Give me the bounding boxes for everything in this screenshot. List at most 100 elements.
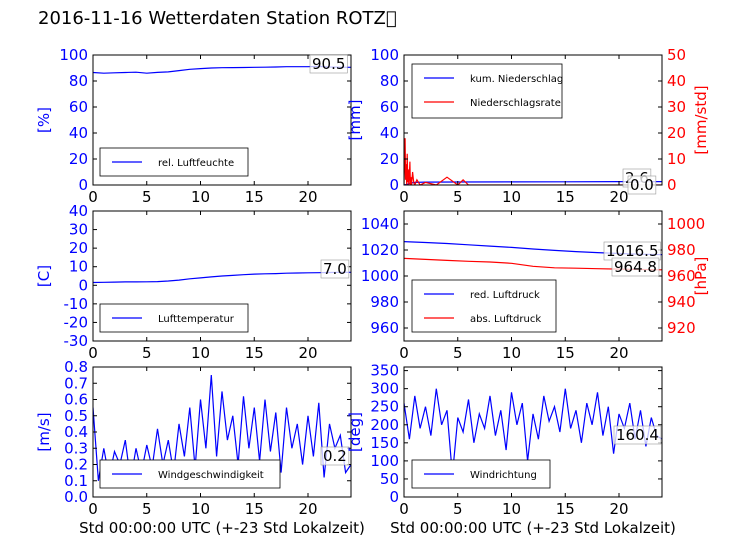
y-tick-label: 40 (380, 124, 399, 142)
y-tick-label: 300 (370, 380, 399, 398)
x-tick-label: 5 (453, 188, 463, 206)
legend-label: Lufttemperatur (158, 314, 235, 325)
y-tick-label: -10 (64, 295, 89, 313)
y-axis-label: [%] (35, 107, 53, 133)
y-axis-label: [deg] (346, 412, 364, 452)
y-tick-label: 100 (370, 452, 399, 470)
y-tick-label: 0 (78, 176, 88, 194)
x-axis-label: Std 00:00:00 UTC (+-23 Std Lokalzeit) (79, 519, 365, 537)
legend-label: Niederschlagsrate (470, 98, 561, 109)
y-tick-label: 980 (370, 293, 399, 311)
x-tick-label: 10 (191, 188, 210, 206)
series-line-temperature-0 (93, 271, 351, 284)
y2-tick-label: 920 (667, 319, 696, 337)
y2-tick-label: 30 (667, 98, 686, 116)
panel-humidity: 0 5 10 15 20 0 20 40 60 80 100 [%] rel. Luftfeuchte 9… (35, 46, 352, 206)
y2-tick-label: 1000 (667, 215, 705, 233)
x-tick-label: 0 (399, 344, 409, 362)
x-tick-label: 20 (609, 500, 628, 518)
x-tick-label: 15 (556, 500, 575, 518)
panel-temperature: 0 5 10 15 20-30-20-10010203040[C]Lufttempera… (35, 202, 352, 362)
x-tick-label: 15 (245, 344, 264, 362)
x-tick-label: 5 (142, 500, 152, 518)
y-tick-label: 60 (380, 98, 399, 116)
y-tick-label: 350 (370, 362, 399, 380)
y-tick-label: 0 (389, 488, 399, 506)
y-tick-label: 0.2 (64, 456, 88, 474)
x-tick-label: 20 (609, 344, 628, 362)
series-line-winddir-0 (404, 388, 662, 476)
legend-label: red. Luftdruck (470, 290, 540, 301)
y-tick-label: 200 (370, 416, 399, 434)
value-annotation: 160.4 (616, 426, 659, 444)
x-tick-label: 0 (88, 344, 98, 362)
legend-label: abs. Luftdruck (470, 314, 541, 325)
y-tick-label: -30 (64, 332, 89, 350)
x-tick-label: 15 (556, 344, 575, 362)
y-tick-label: 0.8 (64, 358, 88, 376)
value-annotation: 0.2 (323, 447, 347, 465)
y-tick-label: 50 (380, 470, 399, 488)
y-tick-label: -20 (64, 313, 89, 331)
x-tick-label: 5 (142, 188, 152, 206)
x-tick-label: 20 (298, 188, 317, 206)
y2-tick-label: 20 (667, 124, 686, 142)
annotation-box (309, 54, 348, 74)
y2-axis-label: [mm/std] (692, 85, 710, 154)
series-line-humidity-0 (93, 65, 351, 74)
y-tick-label: 20 (69, 150, 88, 168)
x-tick-label: 10 (502, 344, 521, 362)
axes-frame (403, 366, 663, 498)
value-annotation: 1016.5 (606, 242, 659, 260)
y-axis-label: [m/s] (35, 412, 53, 451)
y-tick-label: 20 (69, 239, 88, 257)
legend-label: rel. Luftfeuchte (158, 158, 234, 169)
x-tick-label: 20 (298, 344, 317, 362)
y-tick-label: 0.6 (64, 391, 88, 409)
axes-frame (403, 54, 663, 186)
x-tick-label: 10 (502, 188, 521, 206)
y-axis-label: [C] (35, 265, 53, 287)
x-tick-label: 0 (88, 188, 98, 206)
y-tick-label: 10 (69, 258, 88, 276)
y2-tick-label: 940 (667, 293, 696, 311)
y-tick-label: 20 (380, 150, 399, 168)
x-tick-label: 0 (399, 500, 409, 518)
y-tick-label: 0 (78, 276, 88, 294)
y-tick-label: 60 (69, 98, 88, 116)
y-tick-label: 0.1 (64, 472, 88, 490)
legend-label: kum. Niederschlag (470, 74, 563, 85)
value-annotation: 7.0 (323, 260, 347, 278)
series-line-windspeed-0 (93, 375, 351, 481)
y-tick-label: 1020 (361, 241, 399, 259)
value-annotation: 964.8 (614, 258, 657, 276)
y-tick-label: 30 (69, 221, 88, 239)
y-tick-label: 150 (370, 434, 399, 452)
value-annotation: 0.0 (630, 176, 654, 194)
y-tick-label: 250 (370, 398, 399, 416)
x-tick-label: 5 (453, 344, 463, 362)
chart-title: 2016-11-16 Wetterdaten Station ROTZ  (38, 8, 397, 29)
y-tick-label: 0.3 (64, 439, 88, 457)
y-tick-label: 100 (370, 46, 399, 64)
y-tick-label: 0.4 (64, 423, 88, 441)
x-tick-label: 10 (191, 500, 210, 518)
x-tick-label: 0 (399, 188, 409, 206)
y2-tick-label: 980 (667, 241, 696, 259)
panel-pressure: 0 5 10 15 20 960 980 1000 1020 1040 920 940 960 980 10… (361, 210, 710, 362)
x-tick-label: 5 (142, 344, 152, 362)
y-tick-label: 0.7 (64, 374, 88, 392)
y-tick-label: 80 (69, 72, 88, 90)
y2-tick-label: 50 (667, 46, 686, 64)
y-tick-label: 1000 (361, 267, 399, 285)
x-tick-label: 5 (453, 500, 463, 518)
y-tick-label: 0.0 (64, 488, 88, 506)
x-tick-label: 0 (88, 500, 98, 518)
y-tick-label: 40 (69, 202, 88, 220)
annotation-box (613, 425, 662, 445)
x-tick-label: 10 (191, 344, 210, 362)
value-annotation: 90.5 (312, 55, 345, 73)
y-tick-label: 100 (59, 46, 88, 64)
